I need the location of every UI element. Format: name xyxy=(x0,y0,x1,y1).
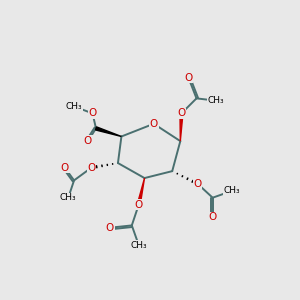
Text: O: O xyxy=(106,223,114,233)
Text: O: O xyxy=(61,163,69,173)
Text: O: O xyxy=(194,179,202,189)
Text: O: O xyxy=(150,119,158,129)
Polygon shape xyxy=(137,178,145,205)
Text: CH₃: CH₃ xyxy=(224,186,241,195)
Text: CH₃: CH₃ xyxy=(66,102,83,111)
Text: CH₃: CH₃ xyxy=(60,193,76,202)
Text: O: O xyxy=(87,163,95,173)
Text: CH₃: CH₃ xyxy=(130,241,147,250)
Text: CH₃: CH₃ xyxy=(208,96,224,105)
Text: O: O xyxy=(184,73,193,82)
Text: O: O xyxy=(88,108,97,118)
Polygon shape xyxy=(180,113,183,141)
Text: O: O xyxy=(135,200,143,210)
Polygon shape xyxy=(95,127,122,136)
Text: O: O xyxy=(208,212,217,222)
Text: O: O xyxy=(177,108,186,118)
Text: O: O xyxy=(84,136,92,146)
